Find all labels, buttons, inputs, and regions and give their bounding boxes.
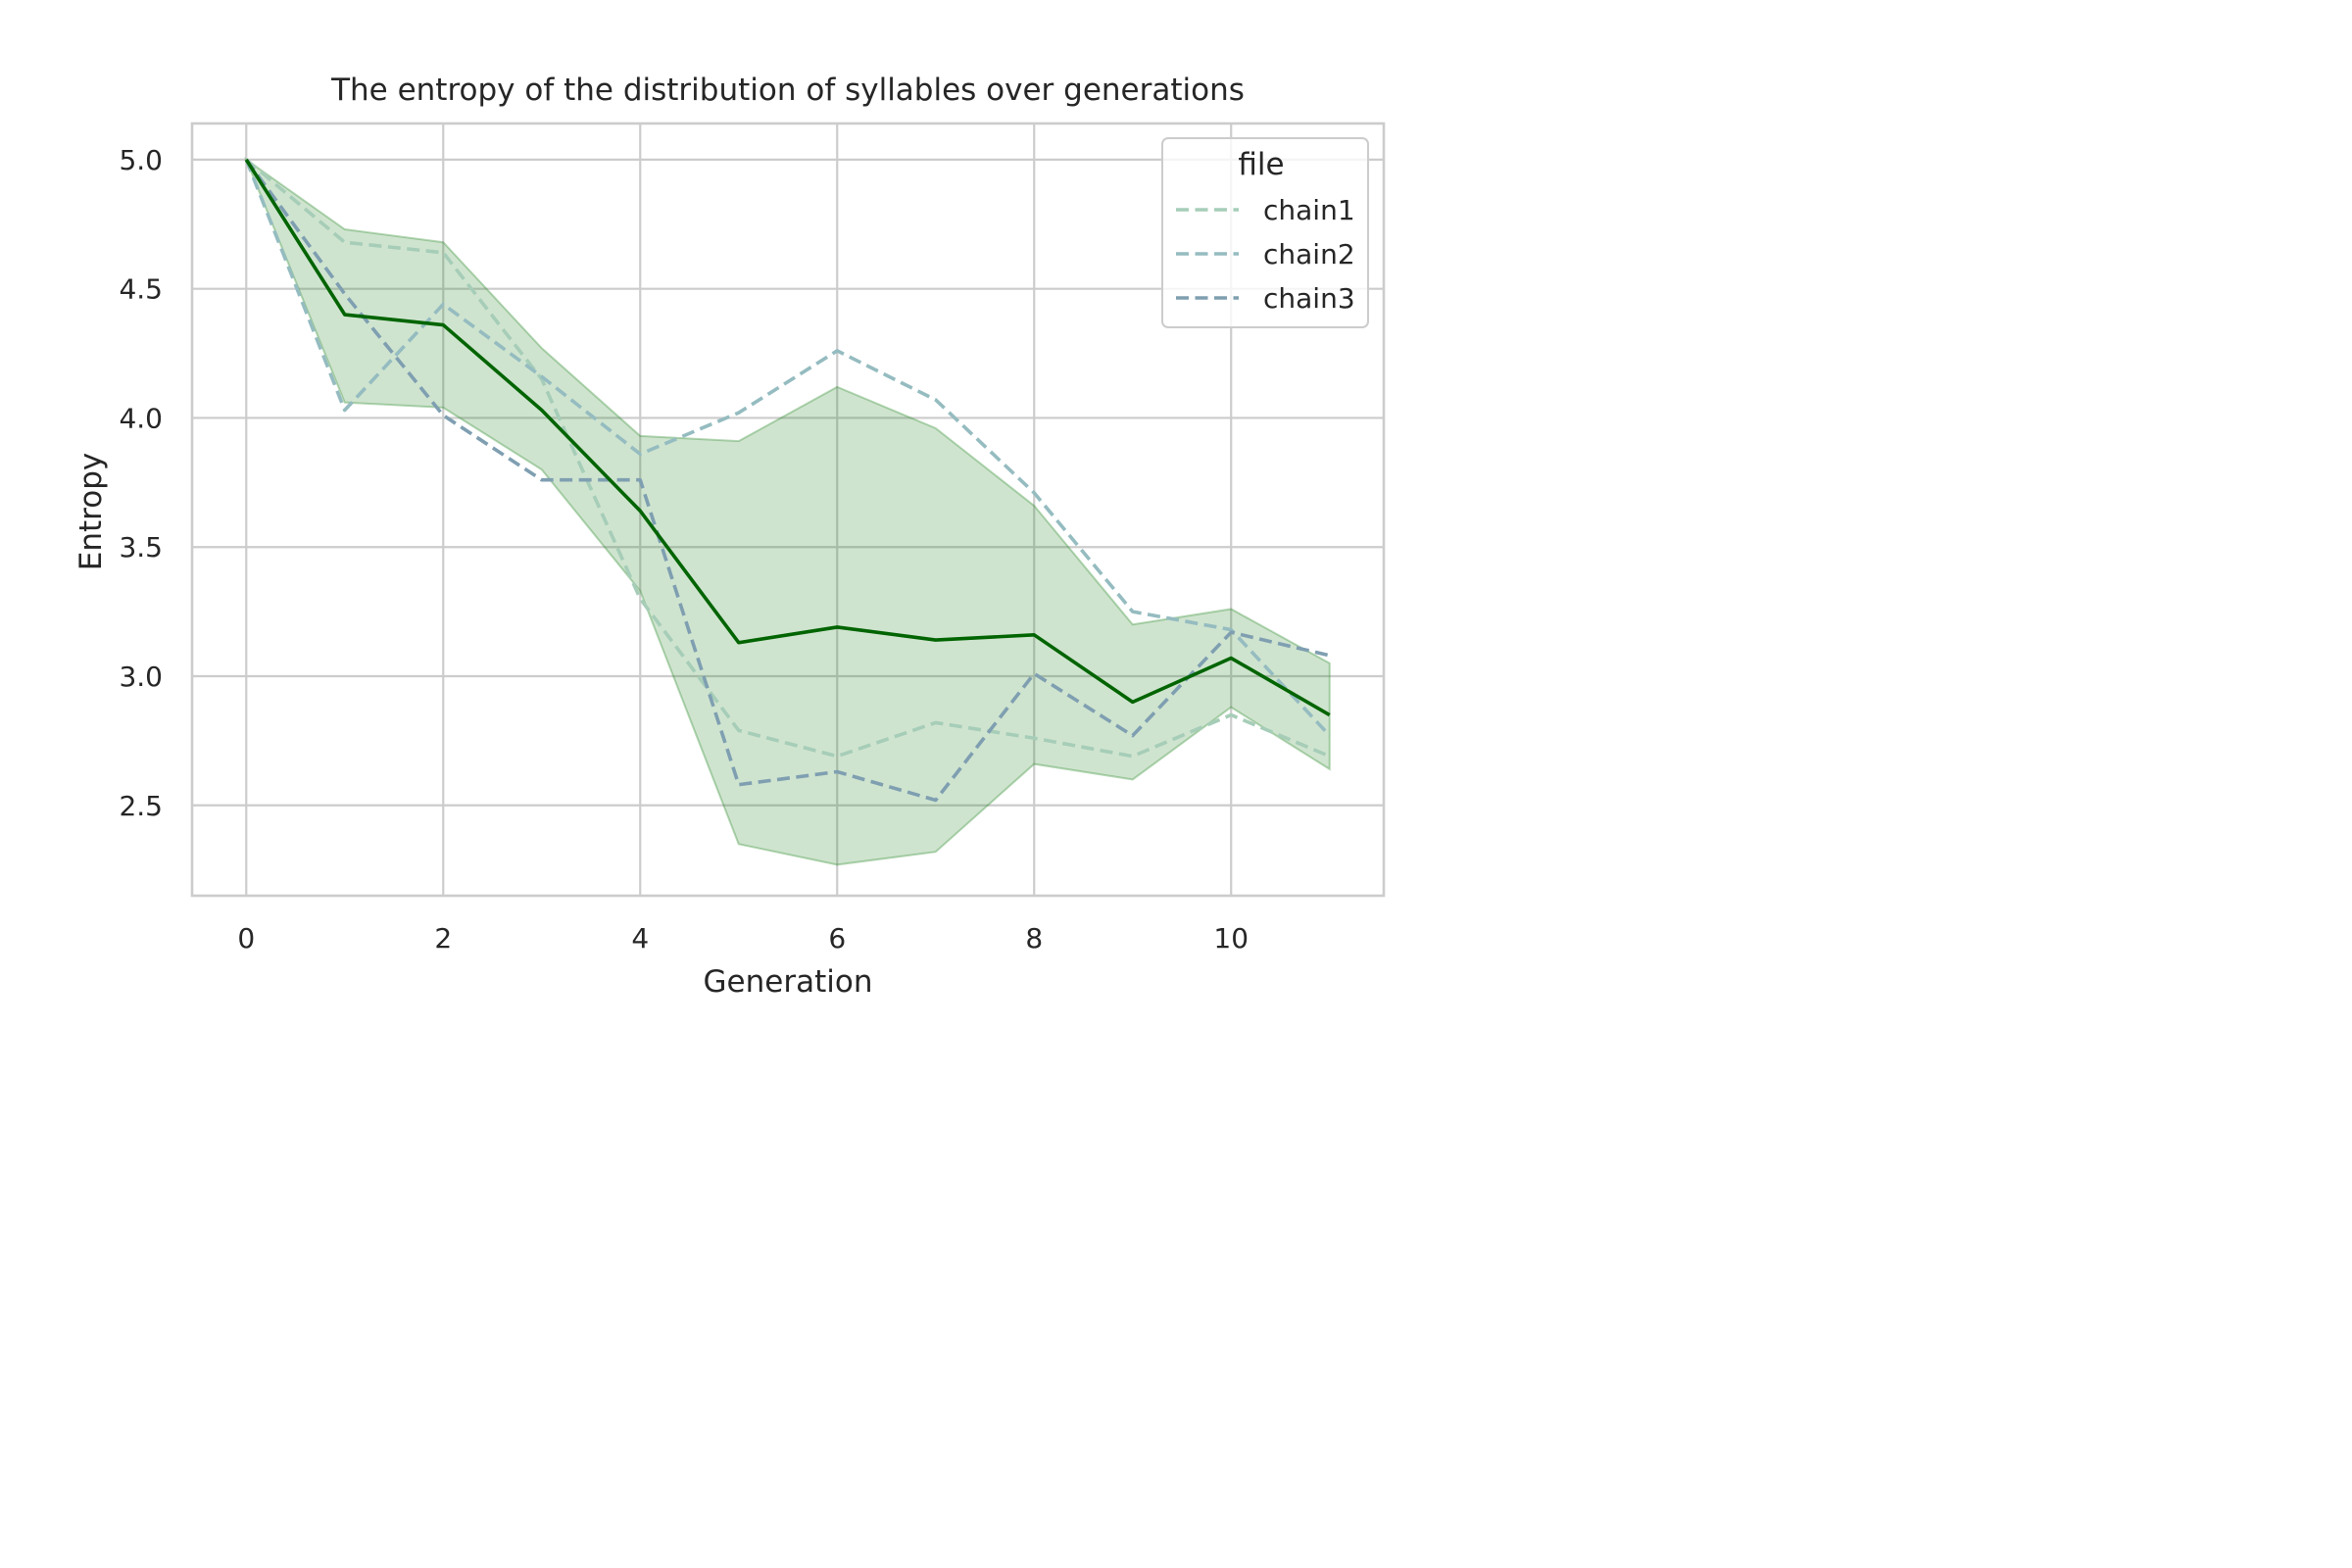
x-tick-label: 10 [1213,922,1249,955]
y-tick-label: 5.0 [119,144,163,176]
x-tick-label: 6 [828,922,846,955]
legend: file chain1 chain2 chain3 [1161,137,1369,328]
legend-label-chain2: chain2 [1263,238,1355,270]
series-line-chain1 [245,158,1331,759]
legend-label-chain1: chain1 [1263,194,1355,226]
y-tick-label: 2.5 [119,790,163,822]
legend-title: file [1238,147,1284,182]
legend-label-chain3: chain3 [1263,282,1355,315]
plot-frame [190,122,1386,898]
x-tick-label: 2 [434,922,452,955]
x-tick-label: 8 [1025,922,1043,955]
x-tick-label: 0 [237,922,255,955]
mean-line [244,158,1331,717]
entropy-line-chart: The entropy of the distribution of sylla… [0,0,1537,1024]
x-axis-label: Generation [704,964,873,1000]
y-axis-label: Entropy [74,453,109,570]
chart-title: The entropy of the distribution of sylla… [330,73,1245,108]
y-tick-label: 3.5 [119,531,163,564]
y-tick-label: 3.0 [119,661,163,693]
x-tick-label: 4 [631,922,649,955]
y-tick-label: 4.0 [119,402,163,434]
legend-box [1161,137,1369,328]
series-line-chain3 [244,158,1331,803]
chart-figure: The entropy of the distribution of sylla… [0,0,1537,1024]
y-tick-label: 4.5 [119,273,163,306]
